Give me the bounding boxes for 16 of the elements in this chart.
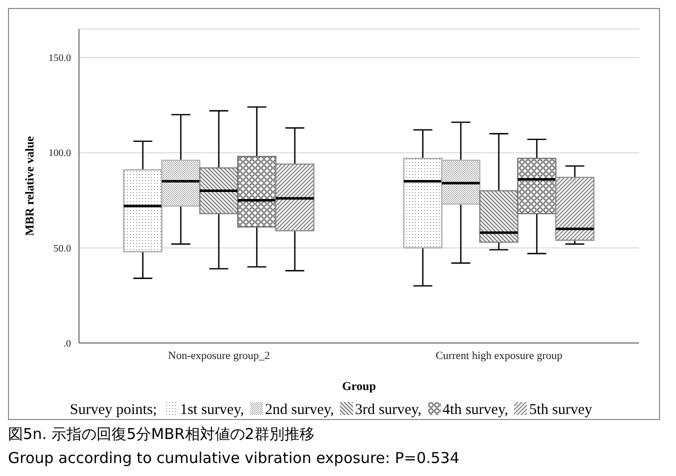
- text: Group according to cumulative vibration exposure: P=0.534: [8, 448, 460, 469]
- y-tick-label: 150.0: [48, 53, 71, 64]
- x-axis-title: Group: [342, 379, 376, 393]
- legend-label: 5th survey: [528, 402, 592, 418]
- y-tick-label: 100.0: [48, 148, 71, 160]
- legend-title: Survey points;: [70, 402, 157, 418]
- y-tick-label: .0: [64, 338, 71, 350]
- legend-label: 3rd survey,: [354, 402, 422, 418]
- x-tick-label: Current high exposure group: [436, 350, 563, 362]
- legend-label: 4th survey,: [442, 402, 508, 418]
- y-tick-label: 50.0: [54, 243, 71, 254]
- x-tick-label: Non-exposure group_2: [168, 350, 270, 362]
- y-axis-title: MBR relative value: [22, 135, 36, 236]
- legend-label: 2nd survey,: [264, 402, 334, 418]
- legend-label: 1st survey,: [178, 402, 244, 418]
- caption: 図5n. 示指の回復5分MBR相対値の2群別推移: [8, 424, 316, 445]
